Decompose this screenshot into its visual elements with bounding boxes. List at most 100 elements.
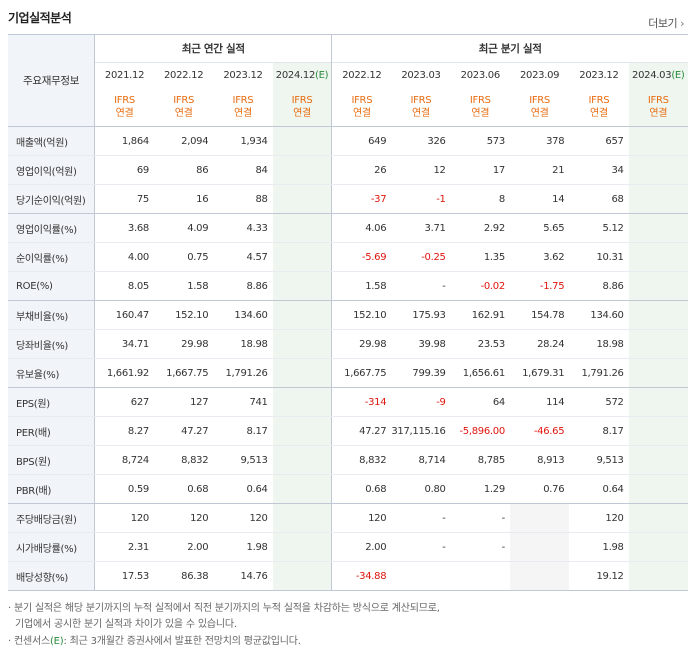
table-cell: 160.47 bbox=[94, 300, 154, 330]
table-cell: 4.00 bbox=[94, 242, 154, 272]
quarter-header: 최근 분기 실적 bbox=[331, 34, 688, 63]
table-cell bbox=[272, 155, 332, 185]
row-label: 당기순이익(억원) bbox=[8, 184, 95, 214]
table-cell: 14.76 bbox=[213, 561, 273, 591]
table-cell bbox=[272, 300, 332, 330]
basis-standard: IFRS bbox=[232, 95, 254, 106]
table-cell: 29.98 bbox=[153, 329, 214, 359]
table-cell bbox=[272, 503, 332, 533]
table-cell: 21 bbox=[509, 155, 570, 185]
table-cell: 741 bbox=[213, 387, 273, 417]
table-cell: 8,913 bbox=[509, 445, 570, 475]
table-cell: 34 bbox=[569, 155, 629, 185]
table-cell: 0.80 bbox=[391, 474, 451, 504]
basis-header[interactable]: IFRS 연결 bbox=[213, 88, 273, 127]
basis-standard: IFRS bbox=[291, 95, 313, 106]
period-label: 2022.12 bbox=[342, 70, 382, 81]
period-label: 2022.12 bbox=[164, 70, 204, 81]
table-cell bbox=[628, 532, 688, 562]
table-cell: 573 bbox=[450, 126, 510, 156]
period-header: 2024.12(E) bbox=[272, 62, 332, 88]
corner-label: 주요재무정보 bbox=[8, 34, 95, 127]
basis-header[interactable]: IFRS 연결 bbox=[509, 88, 570, 127]
table-cell bbox=[509, 503, 570, 533]
period-label: 2023.06 bbox=[460, 70, 501, 81]
table-row: 주당배당금(원) 120 120 120 120- -120 bbox=[8, 503, 688, 533]
table-row: PER(배) 8.27 47.27 8.17 47.27 317,115.16 -5,896… bbox=[8, 416, 688, 446]
table-cell: -37 bbox=[331, 184, 392, 214]
table-body: 매출액(억원) 1,864 2,094 1,934 649 326 573 378 657 영업이… bbox=[8, 126, 688, 591]
row-label: PER(배) bbox=[8, 416, 95, 446]
period-header: 2024.03(E) bbox=[628, 62, 688, 88]
basis-standard: IFRS bbox=[114, 95, 135, 106]
table-cell: 120 bbox=[213, 503, 273, 533]
table-cell: 84 bbox=[213, 155, 273, 185]
table-cell: 0.64 bbox=[569, 474, 629, 504]
period-label: 2023.03 bbox=[401, 70, 441, 81]
basis-header[interactable]: IFRS 연결 bbox=[569, 88, 629, 127]
table-cell: 17.53 bbox=[94, 561, 154, 591]
table-cell bbox=[628, 445, 688, 475]
basis-scope: 연결 bbox=[293, 108, 311, 119]
basis-scope: 연결 bbox=[174, 108, 193, 119]
table-cell: 1,864 bbox=[94, 126, 154, 156]
basis-header[interactable]: IFRS 연결 bbox=[628, 88, 688, 127]
period-header: 2022.12 bbox=[153, 62, 214, 88]
financial-table: 주요재무정보 최근 연간 실적 최근 분기 실적 2021.12 2022.12 2… bbox=[8, 34, 688, 591]
table-cell bbox=[628, 213, 688, 243]
table-cell bbox=[628, 416, 688, 446]
table-cell bbox=[450, 561, 510, 591]
table-cell: 120 bbox=[331, 503, 392, 533]
table-cell: 1,656.61 bbox=[450, 358, 510, 388]
table-cell: 8,785 bbox=[450, 445, 510, 475]
table-cell: 627 bbox=[94, 387, 154, 417]
row-label: 영업이익률(%) bbox=[8, 213, 95, 243]
table-cell bbox=[272, 213, 332, 243]
table-cell: 1,661.92 bbox=[94, 358, 154, 388]
basis-row: IFRS 연결 IFRS 연결 IFRS 연결 IFRS 연결 IFRS 연결 IFRS 연결 IFRS… bbox=[8, 88, 688, 127]
table-row: ROE(%) 8.05 1.58 8.86 1.58- -0.02 -1.75 8.86 bbox=[8, 271, 688, 301]
footnote-1: · 분기 실적은 해당 분기까지의 누적 실적에서 직전 분기까지의 누적 실적… bbox=[8, 603, 440, 614]
table-cell: 378 bbox=[509, 126, 570, 156]
period-label: 2024.12 bbox=[275, 70, 316, 81]
table-cell: 4.09 bbox=[153, 213, 214, 243]
basis-header[interactable]: IFRS 연결 bbox=[272, 88, 332, 127]
basis-header[interactable]: IFRS 연결 bbox=[450, 88, 510, 127]
table-cell: 0.76 bbox=[509, 474, 570, 504]
period-label: 2023.12 bbox=[223, 70, 263, 81]
basis-header[interactable]: IFRS 연결 bbox=[331, 88, 392, 127]
row-label: BPS(원) bbox=[8, 445, 95, 475]
row-label: EPS(원) bbox=[8, 387, 95, 417]
table-cell: 0.59 bbox=[94, 474, 154, 504]
table-cell: 47.27 bbox=[331, 416, 392, 446]
table-cell: 1.29 bbox=[450, 474, 510, 504]
table-cell: 175.93 bbox=[391, 300, 451, 330]
table-cell: 799.39 bbox=[391, 358, 451, 388]
table-cell: 29.98 bbox=[331, 329, 392, 359]
table-cell: 0.64 bbox=[213, 474, 273, 504]
basis-scope: 연결 bbox=[471, 108, 490, 119]
basis-header[interactable]: IFRS 연결 bbox=[94, 88, 154, 127]
row-label: PBR(배) bbox=[8, 474, 95, 504]
table-cell: 1,679.31 bbox=[509, 358, 570, 388]
row-label: 매출액(억원) bbox=[8, 126, 95, 156]
consensus-tag: (E) bbox=[49, 636, 64, 647]
table-cell: -9 bbox=[391, 387, 451, 417]
table-cell: 8,832 bbox=[331, 445, 392, 475]
table-cell: 1.98 bbox=[213, 532, 273, 562]
table-cell bbox=[628, 474, 688, 504]
table-cell: 1.98 bbox=[569, 532, 629, 562]
basis-header[interactable]: IFRS 연결 bbox=[153, 88, 214, 127]
table-cell: 34.71 bbox=[94, 329, 154, 359]
table-cell bbox=[628, 126, 688, 156]
table-cell: 10.31 bbox=[569, 242, 629, 272]
table-cell: -314 bbox=[331, 387, 392, 417]
period-header: 2023.09 bbox=[509, 62, 570, 88]
estimate-tag: (E) bbox=[315, 70, 329, 81]
more-link[interactable]: 더보기 bbox=[648, 15, 684, 31]
table-cell: 2.92 bbox=[450, 213, 510, 243]
basis-header[interactable]: IFRS 연결 bbox=[391, 88, 451, 127]
table-cell: 64 bbox=[450, 387, 510, 417]
table-cell: 9,513 bbox=[213, 445, 273, 475]
table-row: 시가배당률(%) 2.31 2.00 1.98 2.00- -1.98 bbox=[8, 532, 688, 562]
